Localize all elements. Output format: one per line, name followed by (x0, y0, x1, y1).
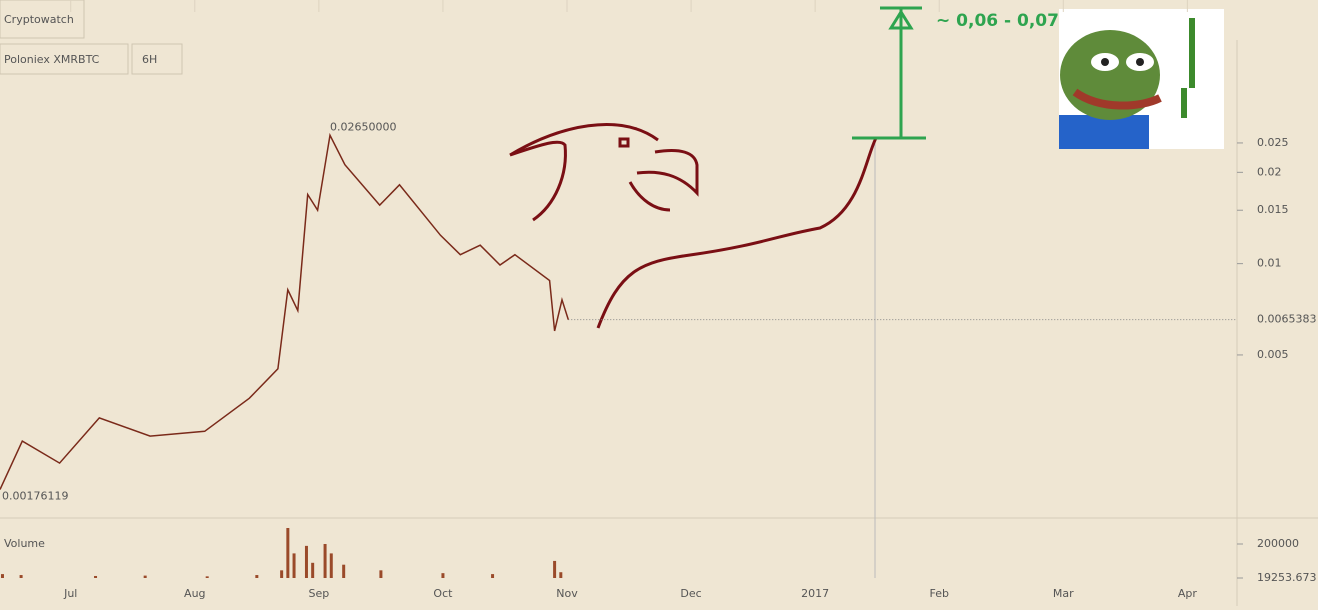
price-line (0, 132, 570, 490)
volume-bar (379, 570, 383, 578)
y-tick-label: 0.025 (1257, 136, 1289, 149)
volume-bar (342, 564, 346, 578)
x-tick-label: Dec (680, 587, 701, 600)
meme-image (1059, 9, 1224, 149)
x-tick-label: Oct (433, 587, 453, 600)
x-tick-label: Jul (63, 587, 77, 600)
y-tick-label: 0.01 (1257, 257, 1282, 270)
y-tick-label: 0.015 (1257, 203, 1289, 216)
eagle-drawing (509, 123, 878, 329)
volume-bar (304, 545, 308, 578)
volume-bar (292, 553, 296, 578)
volume-bar (323, 543, 327, 578)
volume-bar (286, 528, 290, 578)
volume-bar (255, 575, 259, 578)
last-price-label: 0.0065383 (1257, 313, 1317, 326)
y-tick-label: 0.02 (1257, 165, 1282, 178)
x-tick-label: 2017 (801, 587, 829, 600)
x-tick-label: Nov (556, 587, 578, 600)
volume-bar (559, 572, 563, 578)
volume-tick-label: 19253.673 (1257, 571, 1317, 584)
y-tick-label: 0.005 (1257, 348, 1289, 361)
volume-bar (143, 575, 147, 578)
volume-bar (329, 553, 333, 578)
volume-bar (280, 570, 284, 578)
volume-bar (553, 560, 557, 578)
volume-bar (19, 575, 23, 578)
x-tick-label: Feb (929, 587, 948, 600)
interval[interactable]: 6H (142, 53, 157, 66)
high-label: 0.02650000 (330, 120, 396, 133)
brand: Cryptowatch (4, 13, 74, 26)
x-tick-label: Aug (184, 587, 205, 600)
x-tick-label: Mar (1053, 587, 1074, 600)
volume-bar (205, 576, 209, 578)
volume-bar (311, 562, 315, 578)
volume-tick-label: 200000 (1257, 537, 1299, 550)
volume-bar (441, 573, 445, 578)
x-tick-label: Apr (1178, 587, 1198, 600)
interval-select[interactable] (131, 43, 183, 75)
market[interactable]: Poloniex XMRBTC (4, 53, 100, 66)
brand-box (0, 0, 85, 39)
volume-bar (491, 574, 495, 578)
low-label: 0.00176119 (2, 489, 68, 502)
annotation: ~ 0,06 - 0,07 (936, 11, 1059, 31)
target-arrow (852, 6, 926, 140)
volume-bar (0, 574, 4, 578)
volume-title: Volume (4, 537, 45, 550)
x-tick-label: Sep (308, 587, 329, 600)
market-select[interactable] (0, 43, 129, 75)
volume-bar (94, 575, 98, 578)
